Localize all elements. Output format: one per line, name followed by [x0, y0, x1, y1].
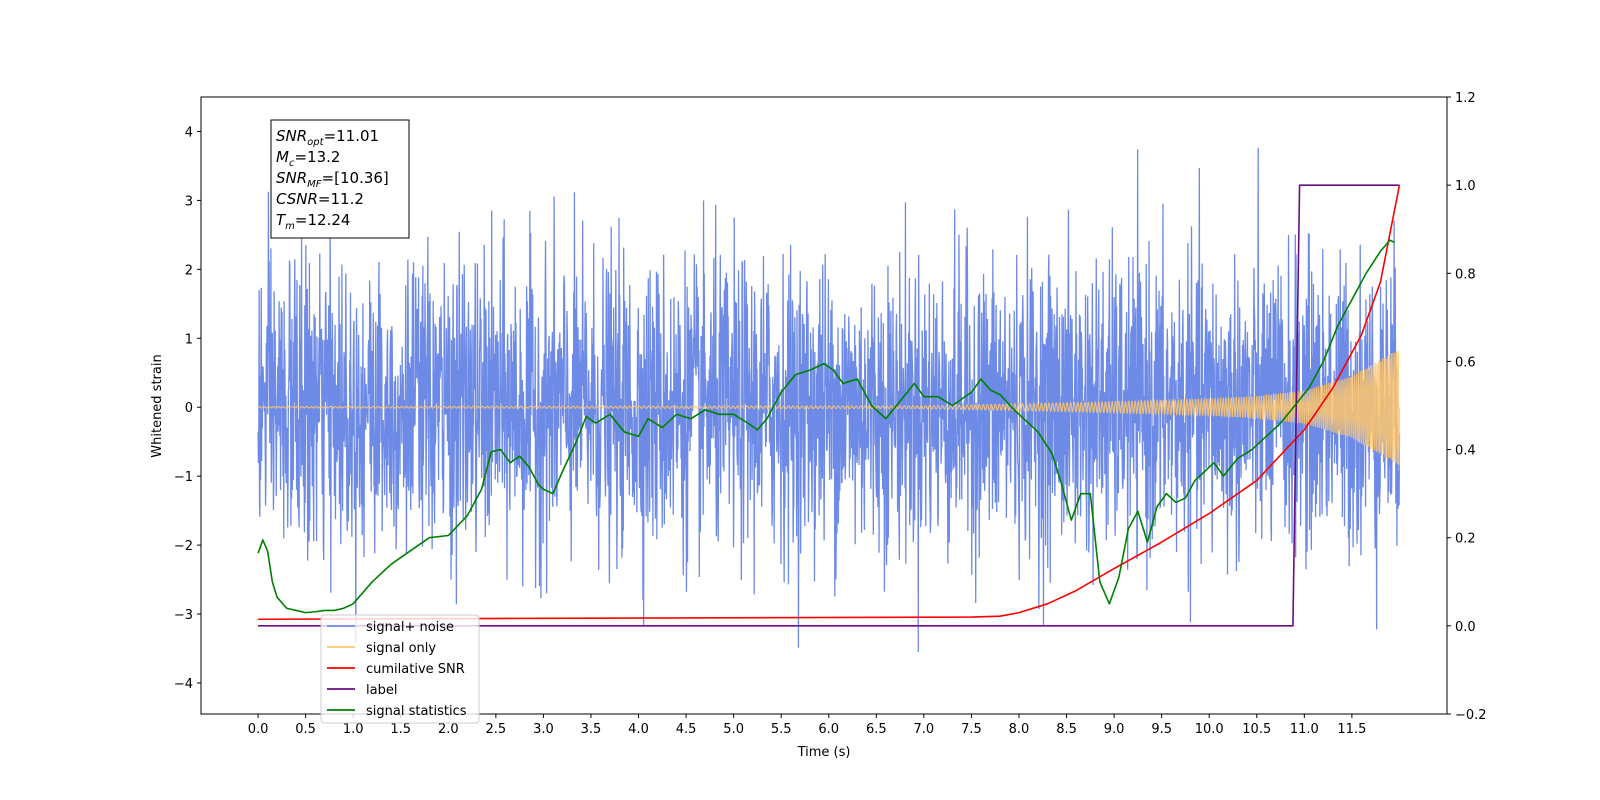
x-tick-label: 4.0 — [628, 722, 649, 737]
x-tick-label: 10.0 — [1195, 722, 1224, 737]
x-tick-label: 8.5 — [1056, 722, 1077, 737]
info-line-1: Mc=13.2 — [276, 148, 340, 169]
x-tick-label: 0.5 — [295, 722, 316, 737]
legend-label-signal-only: signal only — [366, 641, 436, 656]
x-tick-label: 1.5 — [390, 722, 411, 737]
y-tick-label: −4 — [174, 677, 193, 692]
y2-tick-label: 1.0 — [1455, 179, 1476, 194]
y2-tick-label: −0.2 — [1455, 708, 1487, 723]
y2-tick-label: 0.4 — [1455, 444, 1476, 459]
y-tick-label: 3 — [185, 194, 193, 209]
x-tick-label: 4.5 — [676, 722, 697, 737]
y2-tick-label: 0.2 — [1455, 532, 1476, 547]
y2-tick-label: 0.8 — [1455, 267, 1476, 282]
y-tick-label: −1 — [174, 470, 193, 485]
series-signal-statistics — [257, 239, 1396, 614]
x-tick-label: 7.5 — [961, 722, 982, 737]
x-tick-label: 6.5 — [866, 722, 887, 737]
y-tick-label: 0 — [185, 401, 193, 416]
info-line-2: SNRMF=[10.36] — [276, 169, 389, 190]
x-tick-label: 9.5 — [1151, 722, 1172, 737]
series-cumilative-snr — [258, 184, 1401, 621]
y2-tick-label: 0.6 — [1455, 355, 1476, 370]
series-label — [258, 184, 1400, 627]
legend-label-cumilative-snr: cumilative SNR — [366, 662, 465, 677]
legend-frame — [320, 614, 480, 724]
y-tick-label: 4 — [185, 125, 193, 140]
info-line-4: Tm=12.24 — [276, 211, 350, 232]
y-tick-label: −2 — [174, 539, 193, 554]
series-signal-only — [257, 350, 1401, 465]
legend-label-signal-statistics: signal statistics — [366, 704, 467, 719]
info-line-3: CSNR=11.2 — [276, 190, 364, 208]
y-axis-label: Whitened strain — [150, 354, 165, 457]
x-tick-label: 11.0 — [1290, 722, 1319, 737]
info-line-0: SNRopt=11.01 — [276, 127, 379, 148]
plot-frame — [200, 96, 1448, 715]
y-axis-right: −0.2 0.0 0.2 0.4 0.6 0.8 1.0 1.2 — [1447, 91, 1487, 723]
x-axis: 0.0 0.5 1.0 1.5 2.0 2.5 3.0 3.5 4.0 4.5 5.0 5.5 6.0 6… — [248, 714, 1366, 737]
y2-tick-label: 0.0 — [1455, 620, 1476, 635]
y-tick-label: −3 — [174, 608, 193, 623]
x-tick-label: 3.0 — [533, 722, 554, 737]
x-axis-label: Time (s) — [797, 745, 851, 760]
x-tick-label: 5.0 — [723, 722, 744, 737]
plot-area — [257, 147, 1401, 653]
x-tick-label: 0.0 — [248, 722, 269, 737]
x-tick-label: 5.5 — [771, 722, 792, 737]
x-tick-label: 1.0 — [343, 722, 364, 737]
x-tick-label: 6.0 — [818, 722, 839, 737]
y-axis-left: −4 −3 −2 −1 0 1 2 3 4 — [174, 125, 201, 692]
x-tick-label: 7.0 — [914, 722, 935, 737]
x-tick-label: 10.5 — [1242, 722, 1271, 737]
x-tick-label: 2.5 — [486, 722, 507, 737]
legend: signal+ noise signal only cumilative SNR la… — [320, 614, 480, 724]
legend-label-label: label — [366, 683, 397, 698]
info-box-frame — [270, 119, 410, 239]
y2-tick-label: 1.2 — [1455, 91, 1476, 106]
x-tick-label: 3.5 — [581, 722, 602, 737]
y-tick-label: 2 — [185, 263, 193, 278]
x-tick-label: 8.0 — [1009, 722, 1030, 737]
y-tick-label: 1 — [185, 332, 193, 347]
x-tick-label: 9.0 — [1104, 722, 1125, 737]
x-tick-label: 2.0 — [438, 722, 459, 737]
info-box: SNRopt=11.01Mc=13.2SNRMF=[10.36]CSNR=11.… — [270, 119, 410, 239]
x-tick-label: 11.5 — [1337, 722, 1366, 737]
legend-label-signal-noise: signal+ noise — [366, 620, 454, 635]
